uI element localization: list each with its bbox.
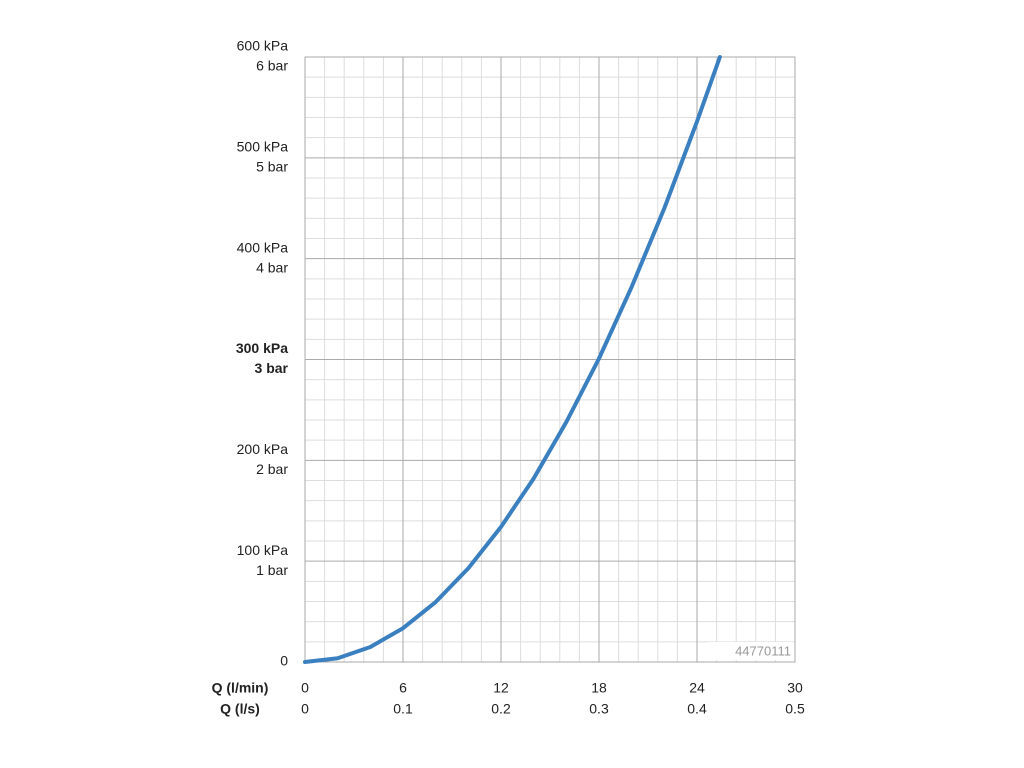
y-bar-label: 5 bar (256, 159, 288, 175)
x2-tick-label: 0.1 (393, 701, 413, 717)
y-bar-label: 4 bar (256, 259, 288, 275)
y-bar-label: 2 bar (256, 461, 288, 477)
y-tick-label: 400 kPa (237, 239, 289, 255)
x2-tick-label: 0.3 (589, 701, 609, 717)
y-bar-label: 6 bar (256, 58, 288, 74)
y-tick-label: 500 kPa (237, 139, 289, 155)
y-bar-label: 1 bar (256, 562, 288, 578)
y-tick-label: 200 kPa (237, 441, 289, 457)
x-tick-label: 6 (399, 680, 407, 696)
plot-border (304, 56, 796, 663)
x-tick-label: 0 (301, 680, 309, 696)
x2-tick-label: 0 (301, 701, 309, 717)
watermark: 44770111 (735, 643, 791, 658)
y-tick-label: 0 (280, 653, 288, 669)
y-tick-label: 600 kPa (237, 38, 289, 54)
y-bar-label: 3 bar (255, 360, 289, 376)
y-tick-label: 100 kPa (237, 542, 289, 558)
watermark-bg (707, 642, 793, 660)
x-tick-label: 30 (787, 680, 803, 696)
x-axis-label: Q (l/min) (212, 680, 269, 696)
x2-axis-label: Q (l/s) (220, 701, 260, 717)
x-tick-label: 18 (591, 680, 607, 696)
x2-tick-label: 0.2 (491, 701, 511, 717)
x-tick-label: 12 (493, 680, 509, 696)
x2-tick-label: 0.5 (785, 701, 805, 717)
x2-tick-label: 0.4 (687, 701, 707, 717)
y-tick-label: 300 kPa (236, 340, 288, 356)
line (303, 55, 722, 664)
x-tick-label: 24 (689, 680, 705, 696)
